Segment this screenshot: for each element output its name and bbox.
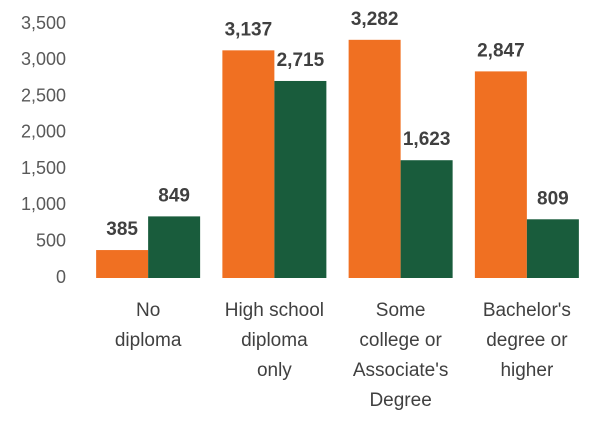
- x-tick-label: Some: [376, 300, 426, 321]
- data-label: 849: [158, 185, 190, 206]
- x-tick-label: No: [136, 300, 160, 321]
- x-tick-label: diploma: [241, 330, 308, 351]
- x-tick-label: degree or: [486, 330, 568, 351]
- x-tick-label: Associate's: [353, 360, 449, 381]
- data-label: 385: [106, 219, 138, 240]
- x-tick-label: college or: [359, 330, 442, 351]
- y-tick-label: 3,500: [21, 13, 66, 33]
- y-tick-label: 3,000: [21, 49, 66, 69]
- data-label: 1,623: [403, 129, 451, 150]
- bar: [274, 80, 327, 279]
- bar: [474, 71, 527, 278]
- bar: [148, 216, 201, 278]
- bar: [526, 219, 579, 278]
- y-tick-label: 500: [36, 230, 66, 250]
- data-label: 809: [537, 188, 569, 209]
- y-tick-label: 0: [56, 267, 66, 287]
- x-tick-label: Degree: [369, 390, 431, 411]
- data-label: 3,282: [351, 9, 399, 30]
- x-tick-label: only: [257, 360, 292, 381]
- bar: [400, 160, 453, 278]
- y-tick-label: 1,500: [21, 158, 66, 178]
- x-tick-label: Bachelor's: [483, 300, 571, 321]
- bar: [348, 39, 401, 278]
- bar: [96, 250, 149, 278]
- y-tick-label: 1,000: [21, 194, 66, 214]
- y-tick-label: 2,000: [21, 122, 66, 142]
- data-label: 3,137: [225, 19, 273, 40]
- x-tick-label: diploma: [115, 330, 182, 351]
- bar: [222, 50, 275, 278]
- data-label: 2,847: [477, 40, 525, 61]
- data-label: 2,715: [277, 50, 325, 71]
- x-tick-label: High school: [225, 300, 324, 321]
- y-tick-label: 2,500: [21, 85, 66, 105]
- x-tick-label: higher: [500, 360, 553, 381]
